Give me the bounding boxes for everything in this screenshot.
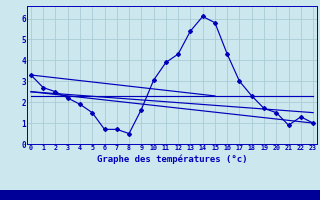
- X-axis label: Graphe des températures (°c): Graphe des températures (°c): [97, 154, 247, 164]
